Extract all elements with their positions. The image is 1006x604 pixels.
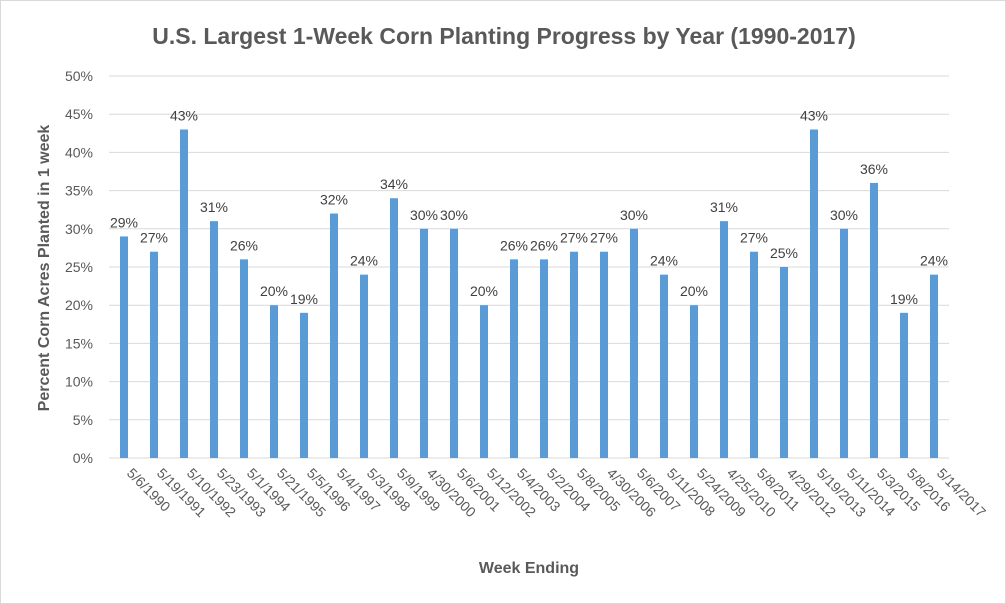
data-label: 19%: [290, 291, 318, 307]
y-axis-ticks: 0% 5% 10% 15% 20% 25% 30% 35% 40% 45% 50%: [65, 68, 93, 466]
data-label: 43%: [170, 107, 198, 123]
x-axis-ticks: 5/6/19905/19/19915/10/19925/23/19935/1/1…: [124, 465, 990, 521]
bar: [270, 305, 278, 458]
bar: [450, 228, 458, 458]
data-label: 34%: [380, 176, 408, 192]
bar: [600, 251, 608, 458]
data-label: 30%: [830, 207, 858, 223]
data-label: 27%: [560, 230, 588, 246]
data-label: 20%: [260, 283, 288, 299]
data-label: 24%: [650, 253, 678, 269]
bar: [660, 274, 668, 458]
bar: [750, 251, 758, 458]
bar: [780, 267, 788, 458]
y-tick-label: 15%: [65, 335, 93, 351]
data-label: 27%: [140, 230, 168, 246]
bar: [810, 129, 818, 459]
y-tick-label: 30%: [65, 221, 93, 237]
data-label: 26%: [230, 237, 258, 253]
bar: [540, 259, 548, 458]
data-label: 43%: [800, 107, 828, 123]
bar: [870, 182, 878, 458]
bar: [420, 228, 428, 458]
y-tick-label: 5%: [73, 412, 93, 428]
chart-title: U.S. Largest 1-Week Corn Planting Progre…: [152, 23, 856, 49]
bar: [840, 228, 848, 458]
data-label: 20%: [680, 283, 708, 299]
bar: [300, 312, 308, 458]
bar: [120, 236, 128, 458]
y-axis-title: Percent Corn Acres Planted in 1 week: [36, 125, 53, 412]
bar: [930, 274, 938, 458]
gridlines: [109, 75, 949, 459]
y-tick-label: 10%: [65, 374, 93, 390]
data-labels: 29%27%43%31%26%20% 19%32%24%34%30% 30%20%2…: [110, 107, 948, 306]
data-label: 27%: [740, 230, 768, 246]
x-axis-title: Week Ending: [479, 560, 579, 577]
data-label: 29%: [110, 214, 138, 230]
data-label: 20%: [470, 283, 498, 299]
y-tick-label: 0%: [73, 450, 93, 466]
bar: [630, 228, 638, 458]
data-label: 24%: [920, 253, 948, 269]
bar: [510, 259, 518, 458]
bar: [480, 305, 488, 458]
bar: [390, 198, 398, 459]
bar: [570, 251, 578, 458]
bar: [900, 312, 908, 458]
bar: [240, 259, 248, 458]
data-label: 31%: [200, 199, 228, 215]
data-label: 25%: [770, 245, 798, 261]
y-tick-label: 50%: [65, 68, 93, 84]
y-tick-label: 25%: [65, 259, 93, 275]
data-label: 24%: [350, 253, 378, 269]
bar: [330, 213, 338, 458]
data-label: 26%: [530, 237, 558, 253]
data-label: 36%: [860, 161, 888, 177]
bar: [690, 305, 698, 458]
data-label: 30%: [410, 207, 438, 223]
bars: [120, 129, 938, 459]
bar: [150, 251, 158, 458]
data-label: 30%: [440, 207, 468, 223]
data-label: 31%: [710, 199, 738, 215]
y-tick-label: 35%: [65, 183, 93, 199]
y-tick-label: 40%: [65, 144, 93, 160]
y-tick-label: 20%: [65, 297, 93, 313]
data-label: 27%: [590, 230, 618, 246]
bar: [210, 221, 218, 458]
data-label: 32%: [320, 192, 348, 208]
y-tick-label: 45%: [65, 106, 93, 122]
data-label: 30%: [620, 207, 648, 223]
data-label: 26%: [500, 237, 528, 253]
bar: [720, 221, 728, 458]
bar: [360, 274, 368, 458]
data-label: 19%: [890, 291, 918, 307]
bar: [180, 129, 188, 459]
